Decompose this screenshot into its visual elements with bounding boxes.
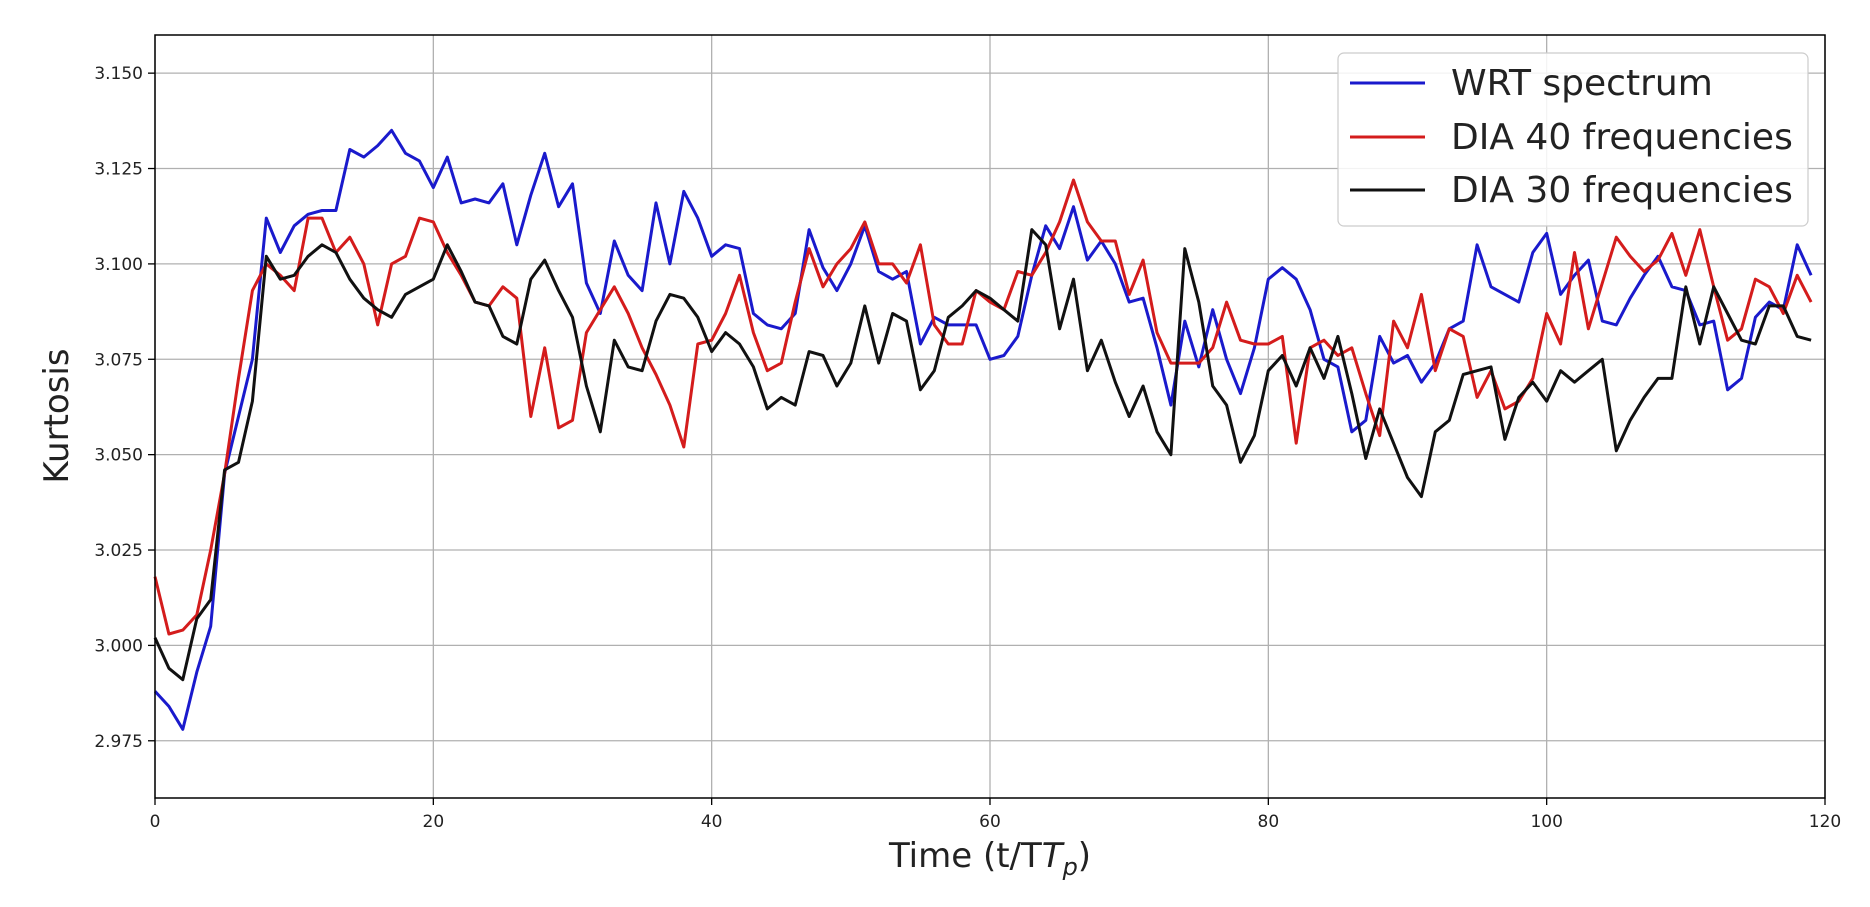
legend-label-2: DIA 40 frequencies xyxy=(1451,117,1793,158)
x-tick-label: 40 xyxy=(701,812,723,832)
y-tick-label: 3.100 xyxy=(94,255,143,275)
y-tick-label: 3.000 xyxy=(94,636,143,656)
x-tick-label: 80 xyxy=(1258,812,1280,832)
legend: WRT spectrum DIA 40 frequencies DIA 30 fre… xyxy=(1337,52,1809,227)
x-axis-ticks: 0 20 40 60 80 100 120 xyxy=(150,798,1841,832)
x-tick-label: 20 xyxy=(423,812,445,832)
x-axis-label: Time (t/TTp) xyxy=(888,836,1091,881)
x-tick-label: 100 xyxy=(1530,812,1562,832)
x-axis-label-close: ) xyxy=(1078,836,1091,876)
y-tick-label: 3.050 xyxy=(94,446,143,466)
y-tick-label: 3.025 xyxy=(94,541,143,561)
legend-label-3: DIA 30 frequencies xyxy=(1451,170,1793,211)
x-axis-label-main: Time (t/T xyxy=(888,836,1042,876)
series-line-3 xyxy=(153,228,1812,682)
x-axis-label-italic-t: T xyxy=(1042,836,1065,876)
x-tick-label: 0 xyxy=(150,812,161,832)
y-tick-label: 3.125 xyxy=(94,160,143,180)
legend-label-1: WRT spectrum xyxy=(1451,63,1713,104)
series-layer xyxy=(153,128,1813,731)
x-axis-label-subscript: p xyxy=(1062,853,1078,881)
series-line-1 xyxy=(153,128,1813,731)
x-tick-label: 120 xyxy=(1809,812,1841,832)
y-axis-ticks: 2.975 3.000 3.025 3.050 3.075 3.100 3.125 3.150 xyxy=(94,64,155,752)
y-tick-label: 2.975 xyxy=(94,732,143,752)
y-axis-label: Kurtosis xyxy=(37,348,77,483)
legend-box xyxy=(1337,52,1809,227)
y-tick-label: 3.075 xyxy=(94,350,143,370)
y-tick-label: 3.150 xyxy=(94,64,143,84)
series-line-2 xyxy=(153,178,1813,636)
x-tick-label: 60 xyxy=(979,812,1001,832)
